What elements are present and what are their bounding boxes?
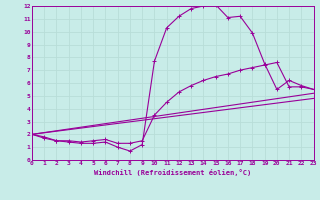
X-axis label: Windchill (Refroidissement éolien,°C): Windchill (Refroidissement éolien,°C) [94,169,252,176]
